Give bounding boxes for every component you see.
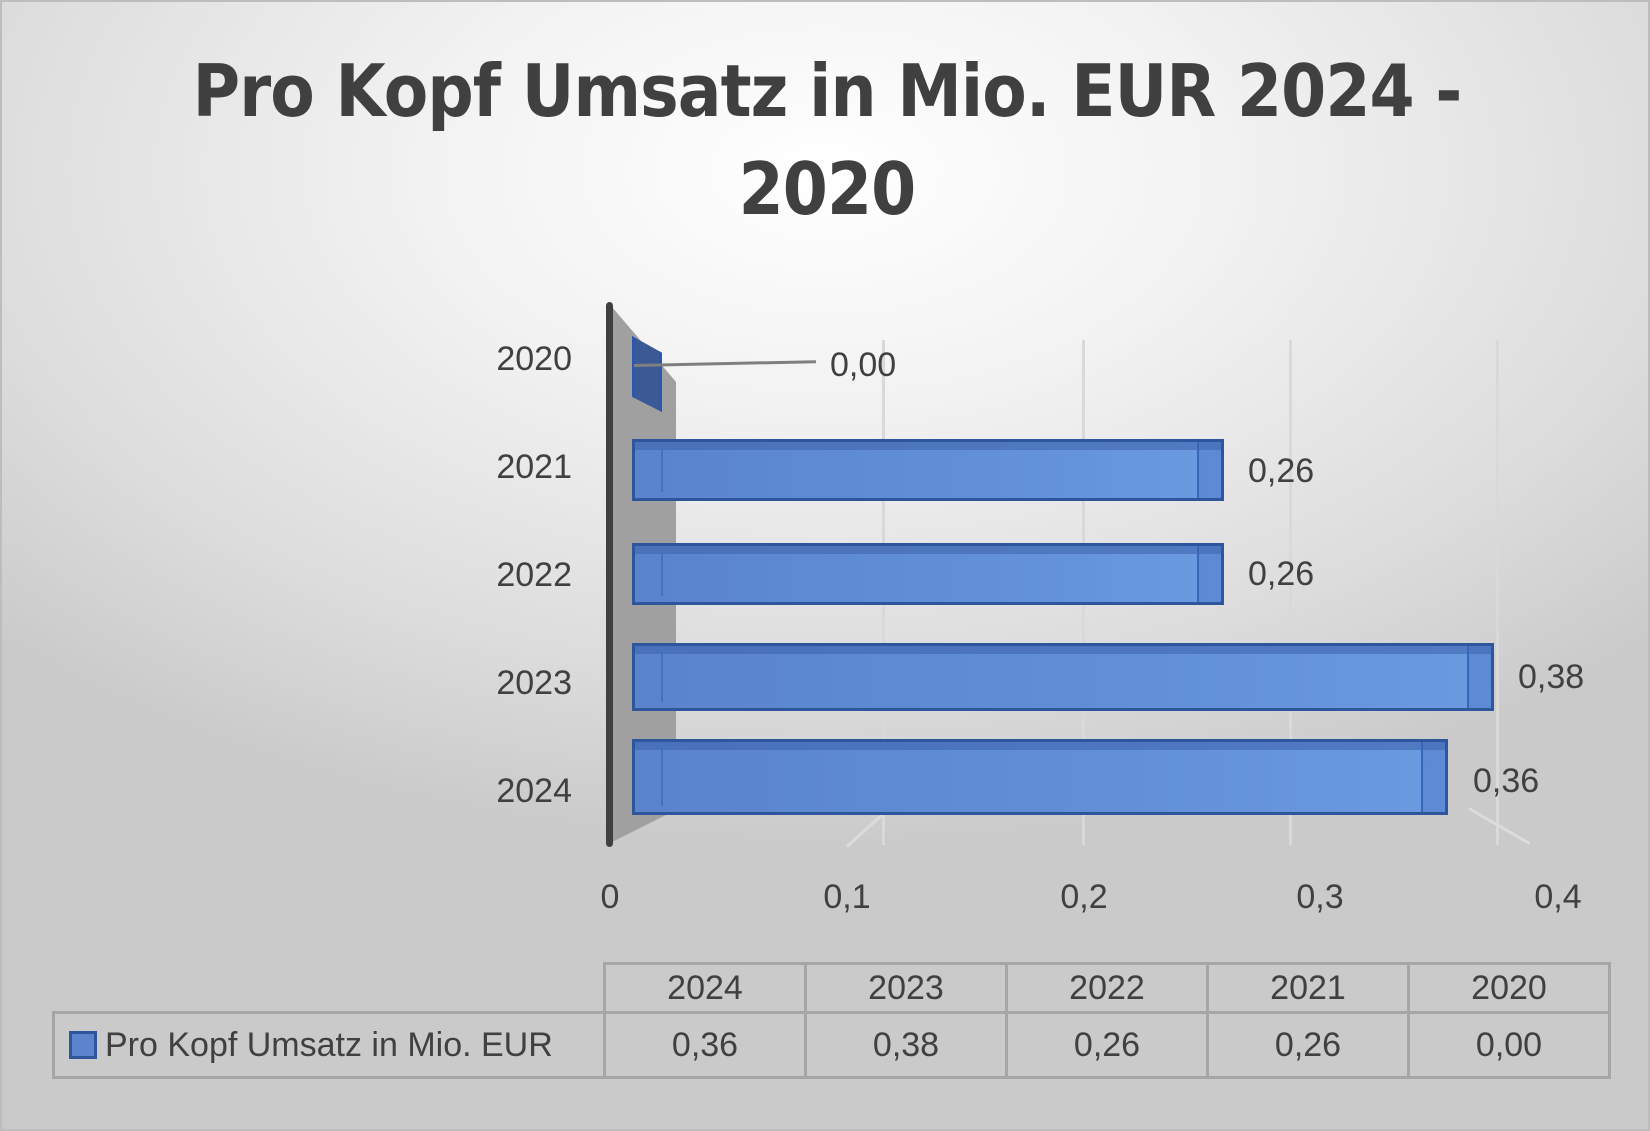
bar-edge (661, 552, 663, 596)
bar-edge (661, 448, 663, 492)
bar-2024[interactable] (632, 739, 1448, 815)
data-table-cell: 0,00 (1407, 1011, 1611, 1079)
data-table-header: 2023 (804, 962, 1008, 1014)
data-table-cell: 0,38 (804, 1011, 1008, 1079)
y-label-2023: 2023 (496, 664, 572, 702)
bar-2023[interactable] (632, 643, 1494, 711)
x-tick-0-2: 0,2 (1060, 878, 1108, 916)
data-table-cell: 0,26 (1005, 1011, 1209, 1079)
data-table-header-row: 2024 2023 2022 2021 2020 (53, 962, 1611, 1014)
series-name: Pro Kopf Umsatz in Mio. EUR (105, 1025, 553, 1064)
x-tick-0-4: 0,4 (1534, 878, 1582, 916)
floor-line (1468, 807, 1531, 845)
data-table: 2024 2023 2022 2021 2020 Pro Kopf Umsatz… (52, 962, 1611, 1079)
data-table-header: 2021 (1206, 962, 1410, 1014)
legend-key-icon (69, 1030, 97, 1059)
data-table-row: Pro Kopf Umsatz in Mio. EUR 0,36 0,38 0,… (52, 1011, 1611, 1079)
chart-title-line1: Pro Kopf Umsatz in Mio. EUR 2024 - (192, 49, 1463, 133)
y-label-2022: 2022 (496, 556, 572, 594)
data-table-header: 2022 (1005, 962, 1209, 1014)
chart-title: Pro Kopf Umsatz in Mio. EUR 2024 - 2020 (85, 42, 1570, 238)
x-tick-0: 0 (600, 878, 620, 916)
bar-2021[interactable] (632, 439, 1224, 501)
data-label-2023: 0,38 (1518, 658, 1585, 696)
gridline-0-4 (1496, 340, 1499, 845)
data-label-2022: 0,26 (1248, 555, 1315, 593)
data-table-cell: 0,36 (603, 1011, 807, 1079)
gridline-0-3 (1289, 340, 1292, 845)
bar-edge (661, 748, 663, 806)
x-tick-0-3: 0,3 (1296, 878, 1344, 916)
data-label-2024: 0,36 (1473, 762, 1540, 800)
data-table-header: 2020 (1407, 962, 1611, 1014)
data-label-2021: 0,26 (1248, 452, 1315, 490)
data-table-cell: 0,26 (1206, 1011, 1410, 1079)
y-label-2020: 2020 (496, 340, 572, 378)
y-axis-line (606, 302, 613, 847)
bar-edge (661, 652, 663, 702)
data-label-2020: 0,00 (830, 346, 897, 384)
floor-line (845, 811, 886, 848)
x-tick-0-1: 0,1 (823, 878, 871, 916)
data-table-series-cell: Pro Kopf Umsatz in Mio. EUR (52, 1011, 606, 1079)
data-table-header: 2024 (603, 962, 807, 1014)
data-table-corner (53, 963, 606, 1014)
y-label-2024: 2024 (496, 772, 572, 810)
y-label-2021: 2021 (496, 448, 572, 486)
chart-title-line2: 2020 (738, 147, 917, 231)
bar-2022[interactable] (632, 543, 1224, 605)
